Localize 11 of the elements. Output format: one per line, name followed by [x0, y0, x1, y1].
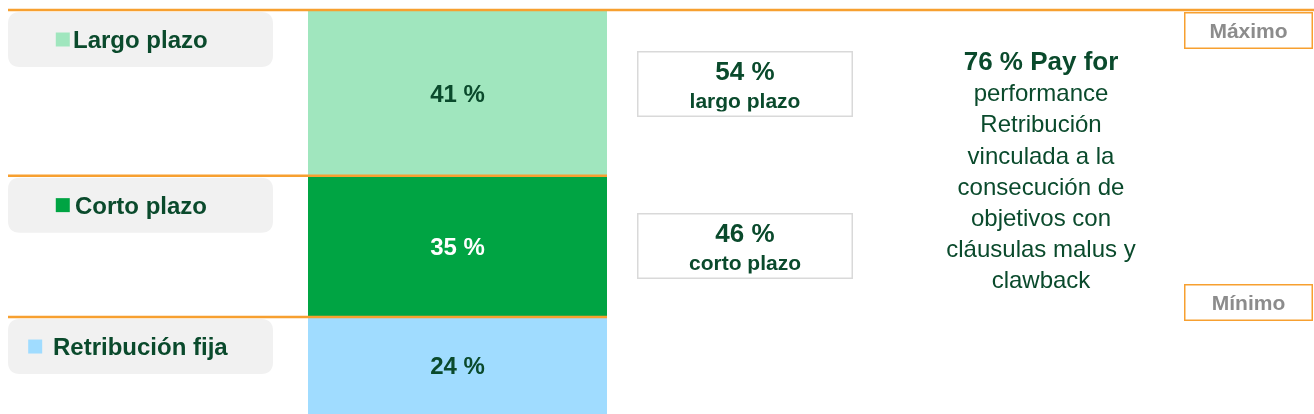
data-label: 41 % — [430, 79, 485, 107]
text: 46 % corto plazo — [688, 218, 802, 274]
data-label: 35 % — [430, 233, 485, 260]
text: 54 % largo plazo — [689, 56, 801, 112]
legend-label: Largo plazo — [73, 26, 208, 53]
legend-label: Retribución fija — [53, 333, 229, 360]
text: Máximo — [1209, 19, 1288, 42]
text: 76 % Pay for performance Retribución vinculada a la consecución de objetivos con cláusulas malus y clawback — [946, 46, 1136, 294]
legend-label: Corto plazo — [75, 192, 207, 219]
text: Mínimo — [1211, 291, 1286, 314]
data-label: 24 % — [430, 352, 485, 379]
